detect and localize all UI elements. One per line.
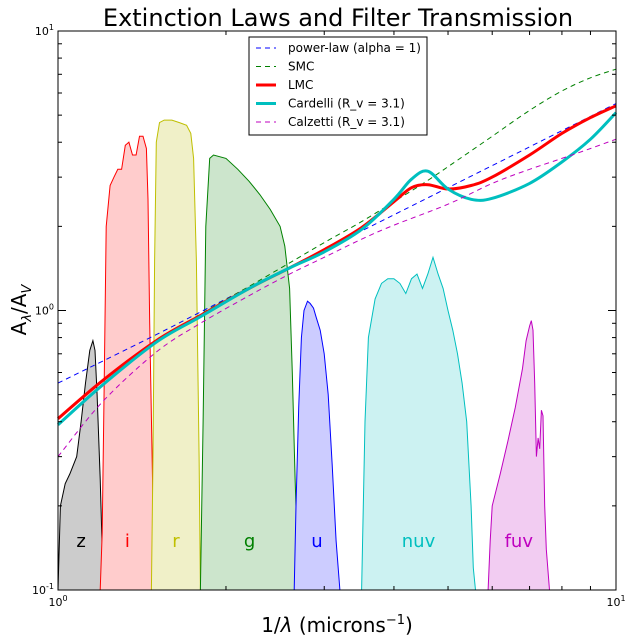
filter-curve-u (293, 300, 341, 591)
legend: power-law (alpha = 1) SMC LMC Cardelli (R_v… (248, 36, 428, 136)
x-tick-label-base: 10 (48, 596, 62, 609)
filter-labels: z i r g u nuv fuv (76, 531, 533, 552)
filter-label-i: i (125, 531, 130, 552)
y-tick-label-exponent: -1 (46, 582, 54, 591)
filter-curve-z (57, 338, 105, 591)
filter-label-nuv: nuv (402, 531, 436, 552)
y-tick-label-1: 100 (35, 303, 54, 318)
chart-title: Extinction Laws and Filter Transmission (103, 4, 573, 32)
legend-label-0: power-law (alpha = 1) (288, 41, 421, 55)
filter-label-u: u (311, 531, 322, 552)
legend-label-2: LMC (288, 78, 313, 92)
legend-label-3: Cardelli (R_v = 3.1) (288, 97, 405, 111)
x-axis-label: 1/λ (microns−1) (261, 613, 413, 637)
x-axis-label-lambda: λ (280, 613, 293, 637)
filter-band-nuv (361, 257, 476, 590)
filter-bands (57, 119, 550, 591)
y-tick-label-exponent: 0 (49, 303, 54, 312)
filter-curve-nuv (361, 255, 476, 591)
series-line-0 (57, 103, 617, 384)
legend-frame (248, 36, 428, 136)
legend-label-4: Calzetti (R_v = 3.1) (288, 115, 405, 129)
x-axis-label-close: ) (405, 613, 413, 637)
x-tick-label-exponent: 0 (62, 594, 67, 603)
y-axis-label: Aλ/AV (7, 284, 35, 336)
x-tick-label-exponent: 1 (620, 594, 625, 603)
filter-label-fuv: fuv (505, 531, 534, 552)
series-line-3 (57, 111, 618, 426)
filter-band-fuv (488, 320, 550, 590)
y-tick-label-base: 10 (32, 584, 46, 597)
filter-band-r (151, 120, 201, 590)
legend-label-1: SMC (288, 60, 314, 74)
y-tick-label-0: 10-1 (32, 582, 54, 597)
x-tick-label-base: 10 (606, 596, 620, 609)
series-line-4 (57, 138, 617, 457)
filter-band-g (200, 155, 299, 590)
y-axis-label-main: A (7, 321, 31, 335)
filter-label-z: z (76, 531, 85, 552)
filter-curve-i (99, 135, 156, 591)
filter-curve-g (199, 154, 300, 591)
x-tick-label-0: 100 (48, 594, 67, 609)
x-axis-label-units: (microns (293, 613, 386, 637)
y-axis-label-sub1: λ (20, 314, 35, 323)
extinction-curves (57, 68, 618, 457)
filter-band-u (294, 301, 340, 590)
y-tick-label-base: 10 (35, 25, 49, 38)
y-axis-label-sub2: V (20, 284, 35, 294)
filter-curve-r (150, 119, 201, 591)
y-tick-label-2: 101 (35, 23, 54, 38)
y-tick-label-base: 10 (35, 305, 49, 318)
legend-items: power-law (alpha = 1) SMC LMC Cardelli (R_v… (256, 41, 421, 129)
y-tick-label-exponent: 1 (49, 23, 54, 32)
filter-label-r: r (172, 531, 180, 552)
x-tick-label-1: 101 (606, 594, 625, 609)
x-axis-label-main: 1/ (261, 613, 281, 637)
filter-curve-fuv (487, 320, 550, 591)
filter-label-g: g (244, 531, 255, 552)
filter-band-z (58, 340, 105, 590)
x-axis-label-exponent: −1 (386, 613, 405, 628)
y-axis-label-slash: /A (7, 293, 31, 314)
